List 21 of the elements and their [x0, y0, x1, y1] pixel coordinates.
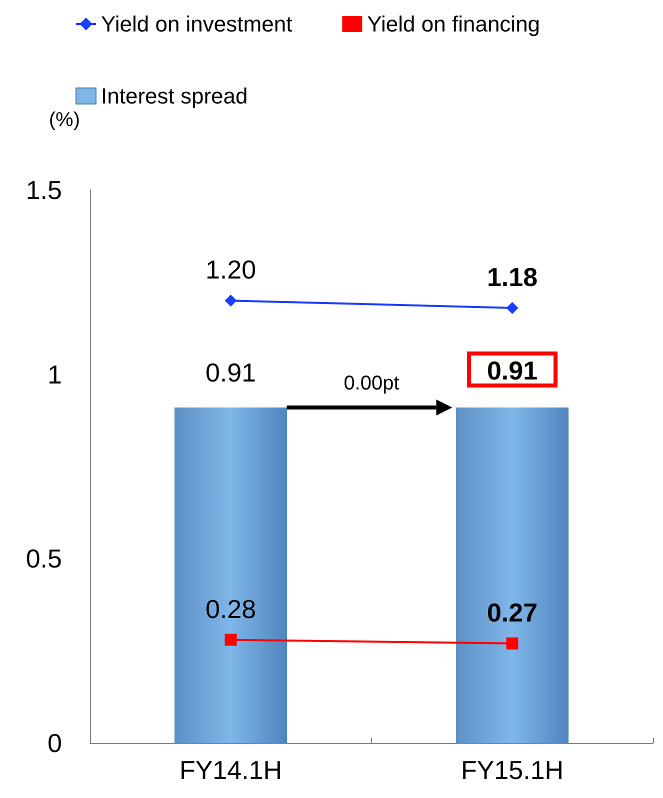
data-label: 0.28	[205, 594, 256, 624]
data-label: 1.18	[486, 262, 538, 292]
x-tick-label: FY14.1H	[179, 755, 282, 785]
y-axis-title: (%)	[48, 109, 80, 131]
data-label: 0.91	[486, 356, 538, 386]
data-label: 0.27	[486, 597, 538, 628]
point	[506, 302, 518, 314]
legend-label: Yield on investment	[101, 12, 292, 36]
data-label: 1.20	[205, 254, 256, 285]
y-tick-label: 0.5	[26, 544, 62, 574]
point	[224, 634, 237, 646]
x-tick-label: FY15.1H	[460, 755, 564, 785]
y-tick-label: 0	[48, 728, 62, 758]
point	[224, 294, 237, 307]
point	[506, 637, 518, 650]
legend-label: Interest spread	[101, 84, 248, 108]
legend-label: Yield on financing	[367, 12, 540, 36]
annotation: 0.00pt	[344, 372, 400, 395]
y-tick-label: 1.5	[26, 175, 62, 205]
y-tick-label: 1	[48, 359, 62, 390]
data-label: 0.91	[205, 358, 256, 388]
